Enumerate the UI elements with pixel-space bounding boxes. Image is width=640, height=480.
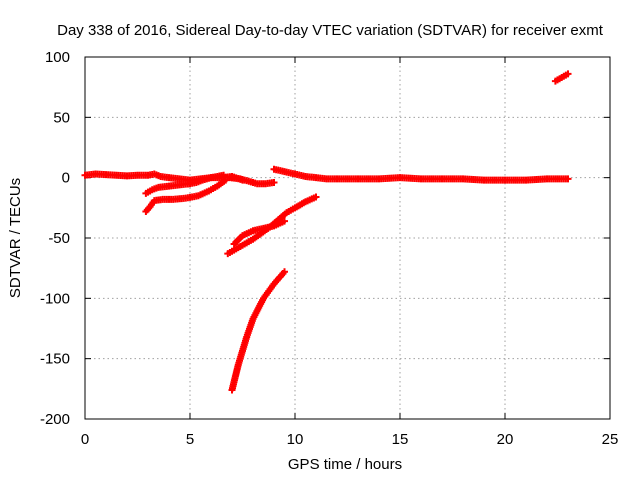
data-point xyxy=(564,70,572,78)
y-axis-label: SDTVAR / TECUs xyxy=(7,178,24,298)
series-track xyxy=(142,176,230,215)
data-series xyxy=(81,70,572,394)
series-track xyxy=(230,217,288,248)
data-point xyxy=(220,171,228,179)
x-tick-label: 15 xyxy=(392,431,409,448)
series-track xyxy=(142,171,228,197)
x-tick-label: 0 xyxy=(81,431,89,448)
y-tick-label: -150 xyxy=(40,351,70,368)
x-tick-label: 10 xyxy=(287,431,304,448)
y-tick-label: -200 xyxy=(40,411,70,428)
data-point xyxy=(312,193,320,201)
x-tick-label: 20 xyxy=(497,431,514,448)
data-point xyxy=(222,176,230,184)
x-tick-label: 5 xyxy=(186,431,194,448)
data-point xyxy=(281,217,288,225)
data-point xyxy=(281,268,288,276)
grid xyxy=(85,57,610,419)
data-point xyxy=(564,175,572,183)
y-tick-label: -100 xyxy=(40,290,70,307)
y-tick-label: -50 xyxy=(48,230,70,247)
axis-ticks: 0 5 10 15 20 25 -200 -150 -100 -50 0 50 100 xyxy=(40,49,618,448)
y-tick-label: 100 xyxy=(45,49,70,66)
series-track xyxy=(226,174,278,188)
data-point xyxy=(270,178,278,186)
series-track xyxy=(551,70,572,85)
y-tick-label: 0 xyxy=(62,170,70,187)
chart-title: Day 338 of 2016, Sidereal Day-to-day VTE… xyxy=(57,22,604,39)
x-axis-label: GPS time / hours xyxy=(288,456,402,473)
series-track xyxy=(228,268,288,394)
series-track xyxy=(270,165,572,184)
y-tick-label: 50 xyxy=(53,109,70,126)
x-tick-label: 25 xyxy=(602,431,619,448)
